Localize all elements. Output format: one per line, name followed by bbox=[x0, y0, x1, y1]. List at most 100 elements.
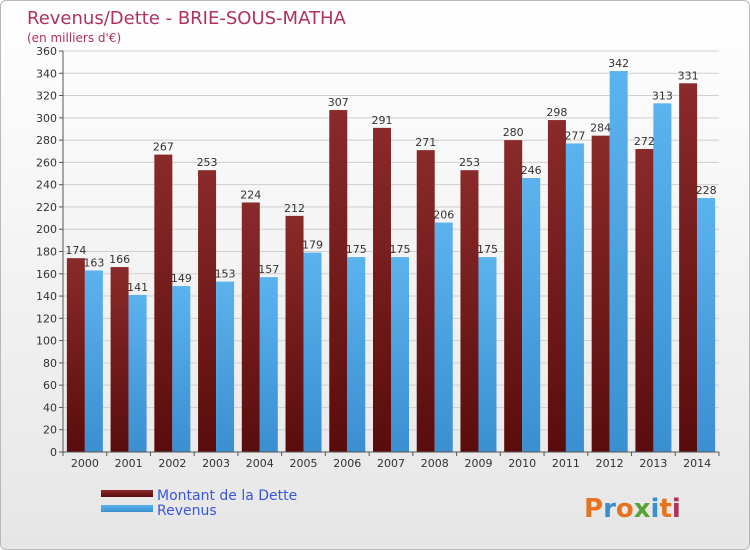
bar-revenus bbox=[84, 270, 103, 452]
value-label: 206 bbox=[433, 209, 454, 222]
value-label: 175 bbox=[346, 243, 367, 256]
x-tick-label: 2000 bbox=[71, 457, 99, 470]
bar-revenus bbox=[128, 294, 147, 452]
x-tick-label: 2009 bbox=[464, 457, 492, 470]
x-tick-label: 2012 bbox=[596, 457, 624, 470]
y-tick-label: 200 bbox=[36, 223, 57, 236]
bar-revenus bbox=[434, 222, 453, 452]
bar-revenus bbox=[609, 71, 628, 453]
legend-label-revenus: Revenus bbox=[157, 503, 217, 519]
x-tick-label: 2014 bbox=[683, 457, 711, 470]
axes bbox=[62, 51, 719, 453]
value-label: 313 bbox=[652, 89, 673, 102]
bar-revenus bbox=[522, 177, 541, 452]
value-label: 298 bbox=[546, 106, 567, 119]
x-tick-label: 2004 bbox=[246, 457, 274, 470]
bar-dette bbox=[635, 149, 654, 452]
x-tick-label: 2001 bbox=[115, 457, 143, 470]
x-tick-label: 2011 bbox=[552, 457, 580, 470]
x-tick-label: 2013 bbox=[639, 457, 667, 470]
y-tick-label: 180 bbox=[36, 246, 57, 259]
value-label: 149 bbox=[171, 272, 192, 285]
value-label: 212 bbox=[284, 202, 305, 215]
bar-revenus bbox=[259, 277, 278, 452]
x-tick-label: 2006 bbox=[333, 457, 361, 470]
value-label: 272 bbox=[634, 135, 655, 148]
y-tick-label: 240 bbox=[36, 179, 57, 192]
bar-dette bbox=[460, 170, 479, 453]
bar-dette bbox=[285, 215, 304, 452]
y-tick-label: 160 bbox=[36, 268, 57, 281]
legend-swatch-revenus bbox=[101, 505, 153, 512]
value-label: 267 bbox=[153, 141, 174, 154]
bar-dette bbox=[679, 83, 698, 452]
y-tick-label: 100 bbox=[36, 335, 57, 348]
y-tick-label: 60 bbox=[43, 379, 57, 392]
value-label: 277 bbox=[564, 129, 585, 142]
bar-dette bbox=[416, 150, 435, 452]
value-label: 175 bbox=[390, 243, 411, 256]
bar-dette bbox=[154, 154, 173, 452]
y-tick-label: 20 bbox=[43, 424, 57, 437]
bars bbox=[66, 71, 716, 453]
y-tick-label: 40 bbox=[43, 401, 57, 414]
value-label: 224 bbox=[240, 188, 261, 201]
legend-swatch-debt bbox=[101, 490, 153, 497]
y-tick-label: 280 bbox=[36, 134, 57, 147]
chart-subtitle: (en milliers d'€) bbox=[27, 31, 121, 45]
x-tick-label: 2002 bbox=[158, 457, 186, 470]
bar-dette bbox=[241, 202, 260, 452]
bar-revenus bbox=[478, 257, 497, 452]
bar-revenus bbox=[391, 257, 409, 452]
value-label: 174 bbox=[65, 244, 86, 257]
value-label: 280 bbox=[503, 126, 524, 139]
value-label: 141 bbox=[127, 281, 148, 294]
value-label: 253 bbox=[459, 156, 480, 169]
chart-title: Revenus/Dette - BRIE-SOUS-MATHA bbox=[27, 8, 347, 29]
logo-text: Proxiti bbox=[584, 494, 681, 524]
y-tick-label: 140 bbox=[36, 290, 57, 303]
x-axis-ticks: 2000 2001 2002 2003 2004 2005 2006 2007 2008 2009… bbox=[62, 452, 720, 470]
value-label: 228 bbox=[696, 184, 717, 197]
value-label: 166 bbox=[109, 253, 130, 266]
y-tick-label: 80 bbox=[43, 357, 57, 370]
x-tick-label: 2003 bbox=[202, 457, 230, 470]
value-label: 271 bbox=[415, 136, 436, 149]
value-label: 157 bbox=[258, 263, 279, 276]
value-label: 291 bbox=[372, 114, 393, 127]
y-axis-ticks: 0 20 40 60 80 100 120 140 160 180 200 220 240 260 280 3… bbox=[36, 45, 63, 459]
proxiti-logo: Proxiti bbox=[584, 494, 681, 524]
value-label: 253 bbox=[197, 156, 218, 169]
bar-revenus bbox=[303, 252, 322, 452]
value-label: 153 bbox=[215, 268, 236, 281]
y-tick-label: 340 bbox=[36, 67, 57, 80]
y-tick-label: 120 bbox=[36, 312, 57, 325]
value-label: 331 bbox=[678, 69, 699, 82]
bar-revenus bbox=[216, 281, 235, 452]
bar-dette bbox=[591, 135, 610, 452]
y-tick-label: 0 bbox=[50, 446, 57, 459]
y-tick-label: 260 bbox=[36, 156, 57, 169]
y-tick-label: 360 bbox=[36, 45, 57, 58]
bar-dette bbox=[547, 120, 566, 453]
value-label: 342 bbox=[608, 57, 629, 70]
bar-revenus bbox=[172, 286, 191, 452]
bar-revenus bbox=[653, 103, 672, 452]
value-label: 284 bbox=[590, 122, 611, 135]
legend: Montant de la Dette Revenus bbox=[101, 488, 297, 519]
x-tick-label: 2010 bbox=[508, 457, 536, 470]
value-label: 175 bbox=[477, 243, 498, 256]
bar-dette bbox=[373, 127, 391, 452]
bar-dette bbox=[110, 267, 129, 452]
bar-dette bbox=[66, 258, 85, 452]
bar-dette bbox=[198, 170, 217, 453]
bar-dette bbox=[329, 110, 348, 453]
y-tick-label: 300 bbox=[36, 112, 57, 125]
y-tick-label: 220 bbox=[36, 201, 57, 214]
value-label: 179 bbox=[302, 239, 323, 252]
bar-revenus bbox=[697, 198, 716, 452]
value-label: 307 bbox=[328, 96, 349, 109]
